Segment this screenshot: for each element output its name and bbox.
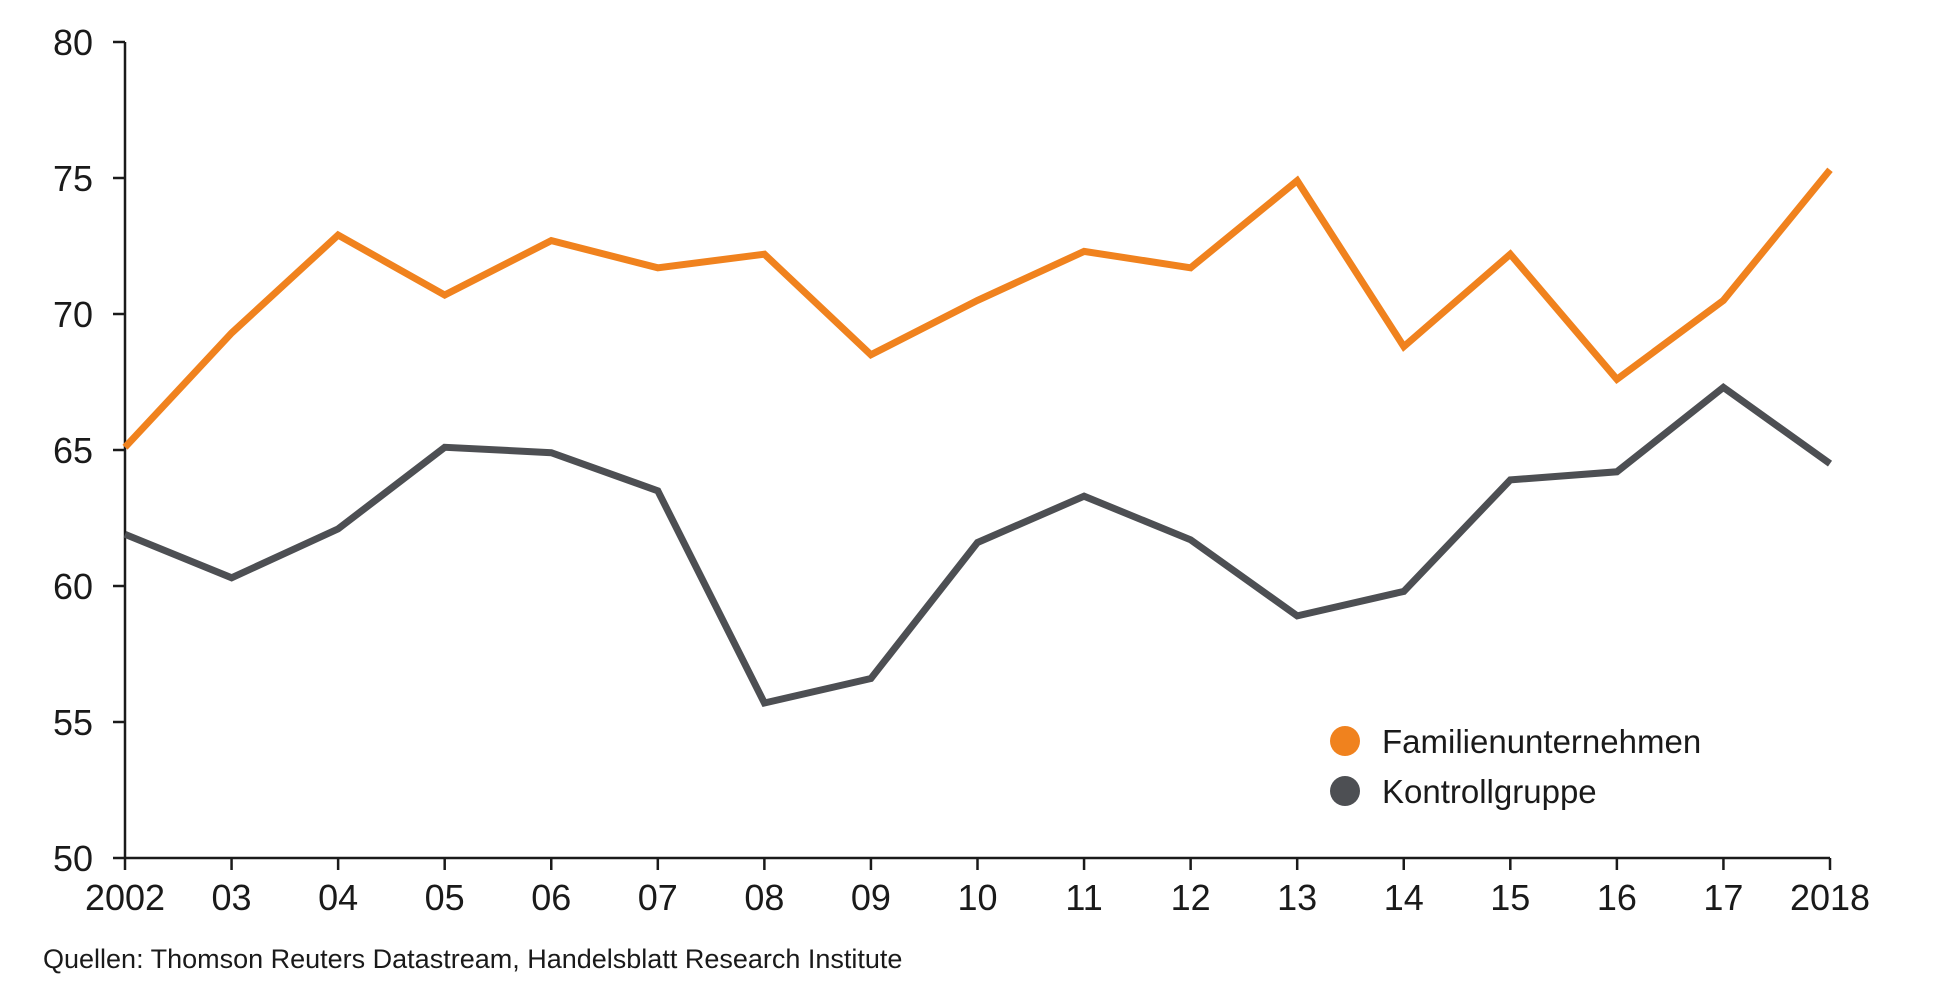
x-tick-label: 14 (1384, 877, 1424, 918)
x-tick-label: 13 (1277, 877, 1317, 918)
y-tick-label: 75 (53, 158, 93, 199)
series-familienunternehmen (122, 167, 1833, 450)
x-tick-label: 17 (1703, 877, 1743, 918)
x-tick-label: 08 (744, 877, 784, 918)
x-tick-label: 2018 (1790, 877, 1870, 918)
x-tick-label: 16 (1597, 877, 1637, 918)
x-axis: 2002 03 04 05 06 07 08 09 10 11 12 13 14 15 16 17 2018 (85, 856, 1870, 918)
legend-label: Familienunternehmen (1382, 723, 1701, 760)
y-tick-label: 80 (53, 22, 93, 63)
y-tick-label: 65 (53, 430, 93, 471)
x-tick-label: 07 (638, 877, 678, 918)
x-tick-label: 11 (1065, 877, 1102, 918)
x-tick-label: 2002 (85, 877, 165, 918)
y-axis: 50 55 60 65 70 75 80 (53, 22, 127, 879)
legend-marker (1330, 726, 1360, 756)
y-tick-label: 60 (53, 566, 93, 607)
legend: Familienunternehmen Kontrollgruppe (1330, 723, 1701, 810)
legend-marker (1330, 776, 1360, 806)
series-line (123, 383, 1833, 708)
legend-label: Kontrollgruppe (1382, 773, 1597, 810)
x-tick-label: 10 (957, 877, 997, 918)
x-tick-label: 04 (318, 877, 358, 918)
x-tick-label: 06 (531, 877, 571, 918)
x-tick-label: 05 (425, 877, 465, 918)
x-tick-label: 09 (851, 877, 891, 918)
source-note: Quellen: Thomson Reuters Datastream, Han… (43, 944, 903, 974)
y-tick-label: 70 (53, 294, 93, 335)
series-line (122, 167, 1833, 450)
x-tick-label: 15 (1490, 877, 1530, 918)
x-tick-label: 12 (1171, 877, 1211, 918)
y-tick-label: 55 (53, 702, 93, 743)
x-tick-label: 03 (212, 877, 252, 918)
series-kontrollgruppe (123, 383, 1833, 708)
y-tick-label: 50 (53, 838, 93, 879)
series-layer (122, 167, 1833, 708)
